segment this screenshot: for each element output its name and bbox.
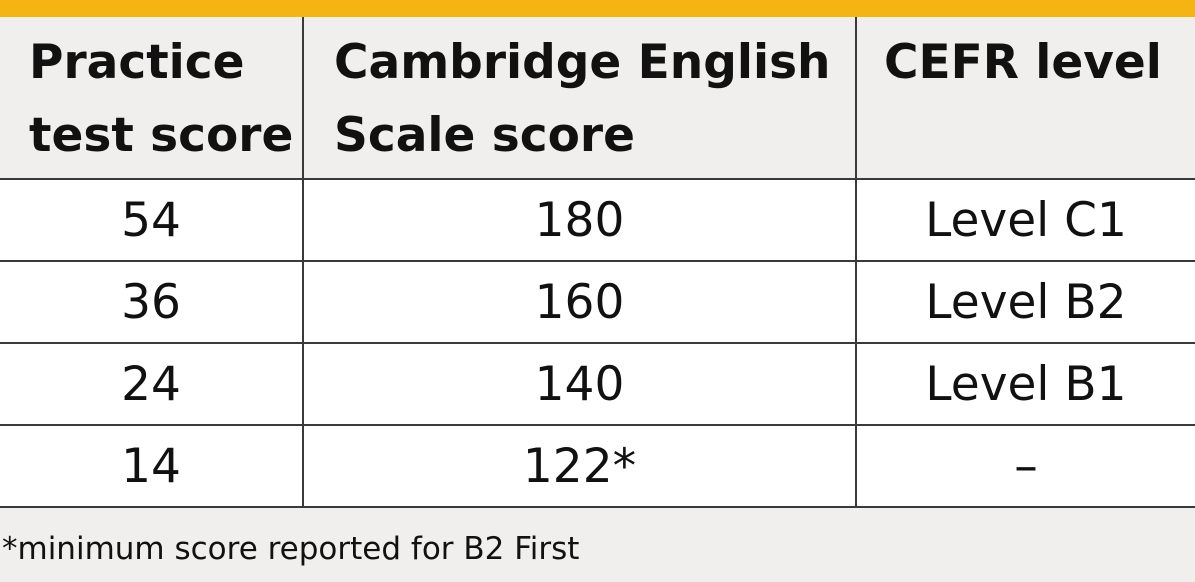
cell-practice-score: 36: [0, 260, 304, 344]
cell-cefr-level: Level B1: [855, 342, 1195, 426]
header-cefr-label: CEFR level: [884, 35, 1162, 90]
cell-practice-score: 24: [0, 342, 304, 426]
header-scale-line1: Cambridge English: [334, 35, 831, 90]
cell-cefr-level: Level B2: [855, 260, 1195, 344]
table-row: 54 180 Level C1: [0, 178, 1195, 262]
header-practice-test-score: Practice test score: [0, 17, 304, 180]
cell-cefr-level: Level C1: [855, 178, 1195, 262]
header-cefr-level: CEFR level: [855, 17, 1195, 180]
cell-scale-score: 180: [302, 178, 857, 262]
header-cambridge-scale-score: Cambridge English Scale score: [302, 17, 857, 180]
cell-practice-score: 14: [0, 424, 304, 508]
header-practice-line2: test score: [29, 108, 294, 163]
table-row: 14 122* –: [0, 424, 1195, 508]
cell-scale-score: 160: [302, 260, 857, 344]
cell-cefr-level: –: [855, 424, 1195, 508]
footnote: *minimum score reported for B2 First: [2, 531, 580, 567]
accent-bar: [0, 0, 1195, 17]
score-conversion-table: Practice test score Cambridge English Sc…: [0, 17, 1195, 508]
cell-scale-score: 122*: [302, 424, 857, 508]
header-row: Practice test score Cambridge English Sc…: [0, 17, 1195, 180]
table-row: 36 160 Level B2: [0, 260, 1195, 344]
header-practice-line1: Practice: [29, 35, 245, 90]
table-row: 24 140 Level B1: [0, 342, 1195, 426]
header-scale-line2: Scale score: [334, 108, 635, 163]
cell-scale-score: 140: [302, 342, 857, 426]
cell-practice-score: 54: [0, 178, 304, 262]
